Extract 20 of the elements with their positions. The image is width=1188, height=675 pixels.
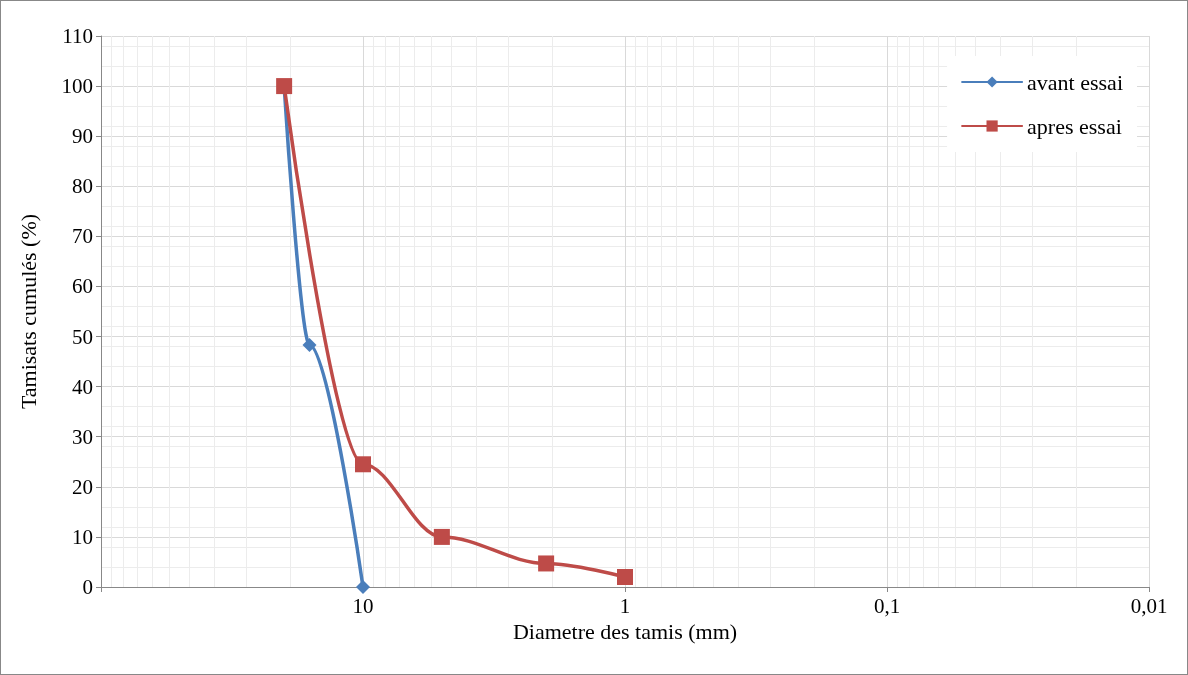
legend-label: apres essai bbox=[1027, 113, 1122, 139]
y-tick-label: 100 bbox=[61, 74, 93, 99]
y-tick-label: 90 bbox=[72, 124, 93, 149]
legend-label: avant essai bbox=[1027, 69, 1123, 95]
y-tick-label: 30 bbox=[72, 424, 93, 449]
y-tick-label: 110 bbox=[62, 24, 93, 48]
y-tick-label: 20 bbox=[72, 474, 93, 499]
x-axis-title: Diametre des tamis (mm) bbox=[512, 619, 738, 645]
y-tick-label: 0 bbox=[82, 575, 93, 599]
y-tick-label: 80 bbox=[72, 174, 93, 199]
y-tick-label: 50 bbox=[72, 324, 93, 349]
y-tick-label: 60 bbox=[72, 274, 93, 299]
x-tick-label: 0,01 bbox=[1130, 593, 1168, 618]
y-tick-label: 40 bbox=[72, 374, 93, 399]
y-tick-label: 10 bbox=[72, 524, 93, 549]
x-tick-label: 1 bbox=[619, 593, 631, 618]
y-axis-title: Tamisats cumulés (%) bbox=[15, 213, 41, 410]
x-tick-label: 10 bbox=[352, 593, 374, 618]
x-tick-label: 0,1 bbox=[873, 593, 901, 618]
y-tick-label: 70 bbox=[72, 224, 93, 249]
